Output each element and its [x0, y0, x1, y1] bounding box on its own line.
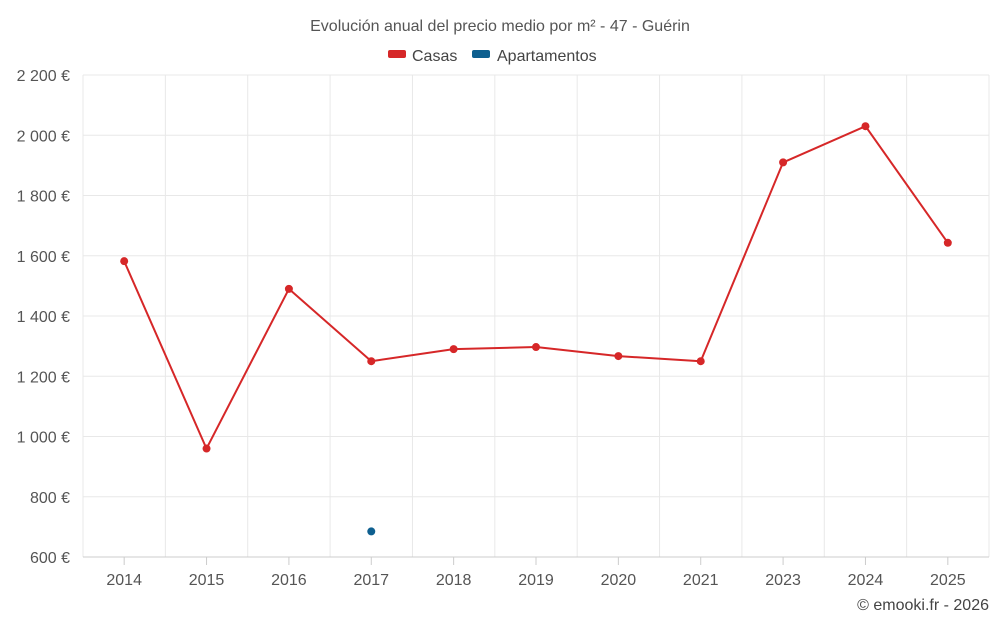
x-tick-label: 2024 — [848, 572, 884, 589]
series-layer — [120, 122, 952, 536]
chart-title: Evolución anual del precio medio por m² … — [310, 18, 690, 35]
legend-item-casas[interactable]: Casas — [388, 48, 457, 65]
y-tick-label: 1 800 € — [17, 189, 70, 206]
legend: Casas Apartamentos — [388, 48, 597, 65]
data-point-casas-2014[interactable] — [120, 257, 129, 266]
y-tick-label: 1 200 € — [17, 369, 70, 386]
data-point-casas-2018[interactable] — [449, 345, 458, 354]
y-tick-label: 1 000 € — [17, 430, 70, 447]
data-point-casas-2020[interactable] — [614, 352, 623, 361]
x-tick-label: 2017 — [353, 572, 389, 589]
x-tick-label: 2023 — [765, 572, 801, 589]
x-tick-label: 2021 — [683, 572, 719, 589]
legend-swatch-apartamentos — [472, 50, 490, 58]
y-tick-label: 600 € — [30, 550, 70, 567]
data-point-apartamentos-2017[interactable] — [367, 527, 376, 536]
data-point-casas-2024[interactable] — [861, 122, 870, 131]
legend-label-apartamentos: Apartamentos — [497, 48, 597, 65]
data-point-casas-2015[interactable] — [202, 444, 211, 453]
data-point-casas-2023[interactable] — [779, 158, 788, 167]
legend-swatch-casas — [388, 50, 406, 58]
data-point-casas-2021[interactable] — [696, 357, 705, 366]
x-tick-label: 2016 — [271, 572, 307, 589]
x-tick-label: 2019 — [518, 572, 554, 589]
x-tick-label: 2015 — [189, 572, 225, 589]
data-point-casas-2016[interactable] — [284, 284, 293, 293]
y-tick-label: 2 000 € — [17, 128, 70, 145]
data-point-casas-2017[interactable] — [367, 357, 376, 366]
x-tick-label: 2020 — [601, 572, 637, 589]
x-tick-label: 2025 — [930, 572, 966, 589]
y-tick-label: 1 400 € — [17, 309, 70, 326]
data-point-casas-2025[interactable] — [943, 238, 952, 247]
legend-label-casas: Casas — [412, 48, 457, 65]
y-tick-label: 2 200 € — [17, 68, 70, 85]
grid-layer — [82, 74, 990, 557]
axis-layer: 600 € 800 € 1 000 € 1 200 € 1 400 € 1 600 € 1 … — [17, 68, 989, 589]
x-tick-label: 2018 — [436, 572, 472, 589]
data-point-casas-2019[interactable] — [532, 343, 540, 352]
legend-item-apartamentos[interactable]: Apartamentos — [472, 48, 597, 65]
y-tick-label: 1 600 € — [17, 249, 70, 266]
y-tick-label: 800 € — [30, 490, 70, 507]
x-tick-label: 2014 — [106, 572, 142, 589]
chart-credit: © emooki.fr - 2026 — [857, 597, 989, 614]
